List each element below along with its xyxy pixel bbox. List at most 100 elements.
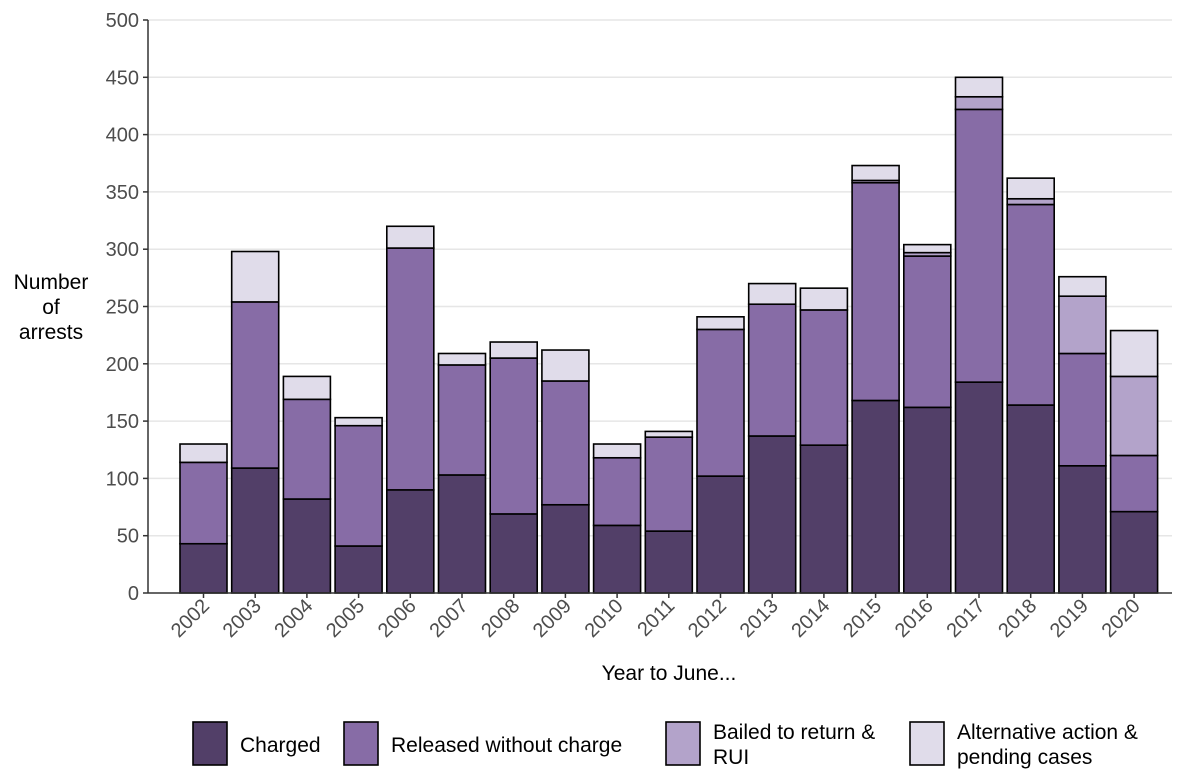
- y-tick-label: 200: [106, 354, 139, 376]
- bar-segment: [230, 467, 280, 594]
- bar-segment: [799, 309, 849, 446]
- y-tick-label: 300: [106, 239, 139, 261]
- bar-segment: [1109, 329, 1159, 378]
- bar-segment: [644, 530, 694, 594]
- x-tick-label: 2010: [581, 595, 628, 642]
- x-tick-labels: 2002 2003 2004 2005 2006 2007 2008 2009 2010 2011…: [167, 595, 1145, 642]
- bar-segment: [1058, 352, 1107, 467]
- bar-segment: [747, 282, 797, 306]
- bar-segment: [696, 316, 745, 331]
- bar-segment: [592, 524, 642, 594]
- bar-segment: [747, 435, 797, 594]
- bar-segment: [1006, 404, 1056, 594]
- bar-segment: [592, 443, 642, 459]
- bar-segment: [1109, 510, 1159, 594]
- x-tick-label: 2002: [167, 595, 214, 642]
- x-tick-label: 2011: [633, 595, 679, 641]
- bar-segment: [1006, 197, 1056, 206]
- x-tick-label: 2004: [270, 595, 317, 642]
- bar-segment: [1058, 275, 1107, 297]
- bar-segment: [541, 349, 590, 382]
- bar-segment: [1058, 464, 1107, 594]
- x-tick-label: 2007: [426, 595, 473, 642]
- x-tick-label: 2006: [374, 595, 421, 642]
- bar-segment: [282, 375, 332, 401]
- y-tick-labels: 0 50 100 150 200 250 300 350 400 450 500: [106, 10, 139, 605]
- x-tick-label: 2018: [994, 595, 1041, 642]
- bar-segment: [385, 489, 435, 594]
- bar-segment: [230, 301, 280, 469]
- x-tick-label: 2012: [684, 595, 731, 642]
- bar-segment: [230, 250, 280, 303]
- bar-segment: [334, 545, 383, 594]
- bar-segment: [902, 255, 952, 409]
- y-tick-label: 100: [106, 468, 139, 490]
- legend-label: Alternative action & pending cases: [957, 721, 1138, 769]
- legend-label: Released without charge: [391, 734, 622, 757]
- bar-segment: [644, 436, 694, 532]
- bar-segment: [489, 341, 539, 359]
- bar-segment: [1109, 454, 1159, 513]
- legend: Charged Released without charge Bailed to …: [192, 721, 1138, 769]
- bar-segment: [644, 430, 694, 438]
- bar-segment: [437, 364, 487, 476]
- y-tick-label: 250: [106, 297, 139, 319]
- bar-segment: [1058, 295, 1107, 355]
- x-tick-label: 2017: [943, 595, 990, 642]
- y-tick-label: 450: [106, 67, 139, 89]
- bar-segment: [282, 498, 332, 594]
- bar-segment: [747, 303, 797, 437]
- bar-segment: [851, 399, 900, 594]
- y-tick-label: 50: [117, 526, 139, 548]
- x-axis-title: Year to June...: [602, 662, 737, 685]
- bar-segment: [799, 287, 849, 311]
- x-tick-label: 2015: [839, 595, 886, 642]
- bar-segment: [954, 76, 1004, 98]
- legend-swatch: [909, 721, 945, 766]
- bar-segment: [334, 416, 383, 427]
- bar-segment: [851, 164, 900, 182]
- bar-segment: [437, 352, 487, 366]
- bar-segment: [954, 108, 1004, 383]
- bar-segment: [954, 381, 1004, 594]
- y-axis-title: Number of arrests: [14, 271, 89, 344]
- legend-swatch: [665, 721, 701, 766]
- bar-segment: [902, 243, 952, 254]
- bar-segment: [334, 424, 383, 547]
- bar-segment: [1109, 375, 1159, 457]
- x-tick-label: 2016: [891, 595, 938, 642]
- x-tick-label: 2009: [529, 595, 576, 642]
- x-tick-label: 2008: [477, 595, 524, 642]
- bar-segment: [902, 406, 952, 594]
- legend-swatch: [343, 721, 379, 766]
- y-tick-label: 150: [106, 411, 139, 433]
- bar-segment: [851, 181, 900, 402]
- bar-segment: [1006, 203, 1056, 406]
- bar-segment: [489, 513, 539, 594]
- legend-swatch: [192, 721, 228, 766]
- bar-segment: [282, 398, 332, 500]
- x-tick-label: 2020: [1098, 595, 1145, 642]
- bar-segment: [385, 247, 435, 491]
- y-tick-label: 350: [106, 182, 139, 204]
- bar-segment: [489, 357, 539, 515]
- bar-segment: [385, 225, 435, 249]
- legend-label: Bailed to return & RUI: [713, 721, 875, 769]
- x-tick-label: 2005: [322, 595, 369, 642]
- bar-segment: [541, 503, 590, 594]
- bar-segment: [696, 475, 745, 594]
- bar-segment: [696, 328, 745, 477]
- x-tick-label: 2013: [736, 595, 783, 642]
- bars: [179, 76, 1159, 594]
- bar-segment: [954, 95, 1004, 111]
- y-tick-label: 0: [128, 583, 139, 605]
- y-tick-label: 500: [106, 10, 139, 32]
- x-tick-label: 2019: [1046, 595, 1093, 642]
- bar-segment: [541, 380, 590, 506]
- bar-segment: [799, 444, 849, 594]
- bar-segment: [179, 443, 228, 464]
- x-tick-label: 2003: [219, 595, 266, 642]
- bar-segment: [179, 461, 228, 545]
- bar-segment: [179, 542, 228, 594]
